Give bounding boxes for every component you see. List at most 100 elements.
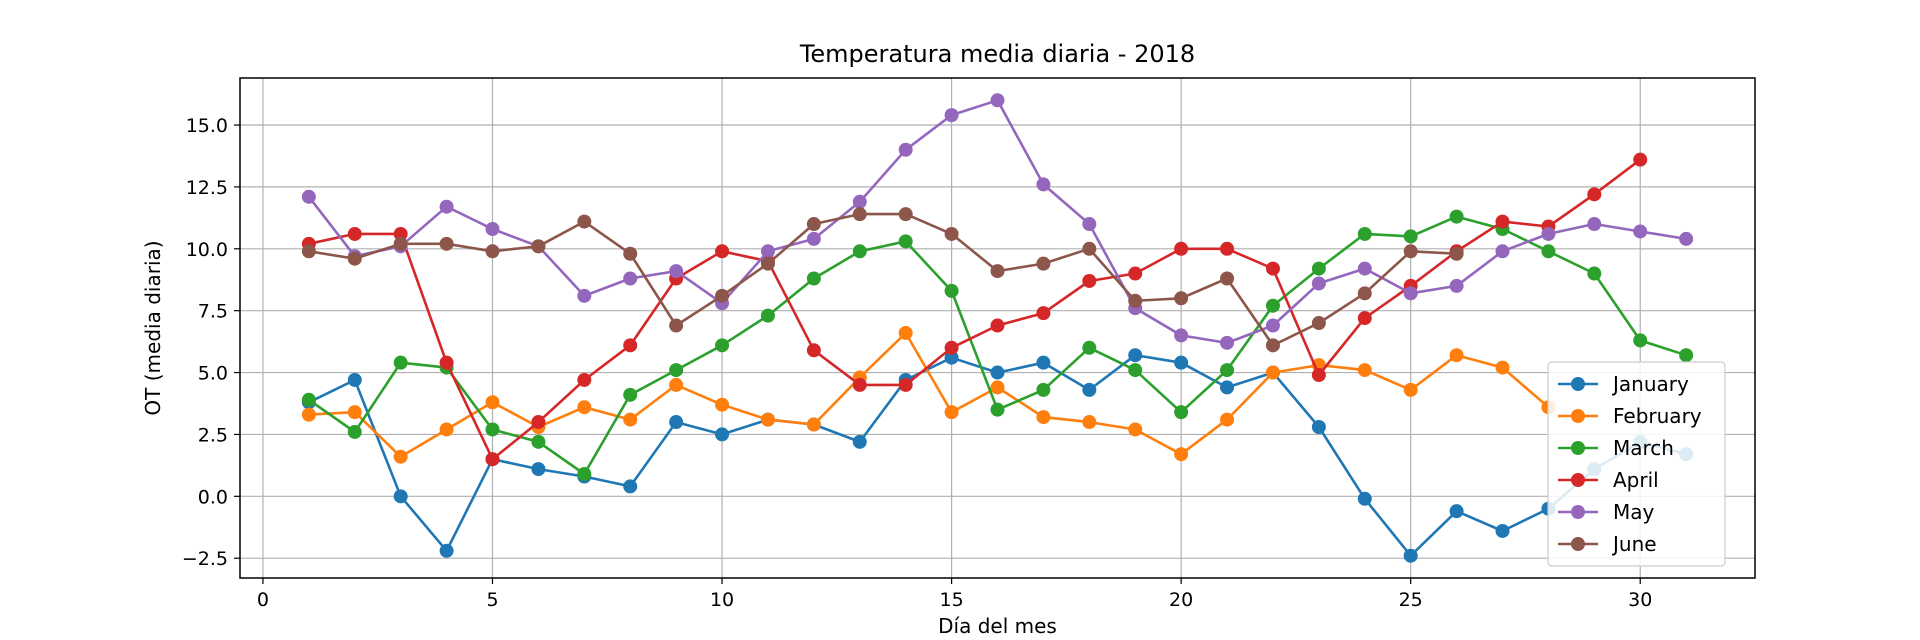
data-point-april [1174, 241, 1189, 256]
y-tick-label: −2.5 [182, 548, 228, 570]
data-point-february [898, 325, 913, 340]
series-january [301, 348, 1694, 563]
legend-label: April [1613, 468, 1659, 492]
series-june [301, 207, 1464, 353]
data-point-april [531, 415, 546, 430]
data-point-may [1587, 217, 1602, 232]
data-point-february [1449, 348, 1464, 363]
data-point-april [1495, 214, 1510, 229]
data-point-february [944, 405, 959, 420]
data-point-february [623, 412, 638, 427]
x-tick-label: 5 [486, 589, 498, 611]
data-point-january [393, 489, 408, 504]
data-point-march [1679, 348, 1694, 363]
legend-marker [1571, 441, 1585, 455]
data-point-june [1220, 271, 1235, 286]
data-point-february [669, 377, 684, 392]
data-point-april [944, 340, 959, 355]
data-point-april [1220, 241, 1235, 256]
data-point-june [898, 207, 913, 222]
series-line-june [308, 212, 1457, 347]
data-point-may [898, 142, 913, 157]
data-point-march [898, 234, 913, 249]
data-point-march [347, 424, 362, 439]
data-point-february [439, 422, 454, 437]
data-point-april [898, 377, 913, 392]
data-point-may [1541, 226, 1556, 241]
data-point-january [1495, 523, 1510, 538]
data-point-may [1174, 328, 1189, 343]
data-point-june [531, 239, 546, 254]
data-point-march [1174, 405, 1189, 420]
data-point-june [1036, 256, 1051, 271]
data-point-may [577, 288, 592, 303]
data-point-april [1357, 311, 1372, 326]
data-point-january [990, 365, 1005, 380]
legend-marker [1571, 537, 1585, 551]
data-point-february [347, 405, 362, 420]
data-point-april [439, 355, 454, 370]
y-tick-label: 15.0 [186, 115, 228, 137]
data-point-april [577, 372, 592, 387]
data-point-may [944, 108, 959, 123]
data-point-february [1174, 447, 1189, 462]
data-point-january [1449, 504, 1464, 519]
y-tick-label: 5.0 [198, 363, 228, 385]
legend-marker [1571, 505, 1585, 519]
data-point-may [1495, 244, 1510, 259]
data-point-april [1587, 187, 1602, 202]
data-point-june [1265, 338, 1280, 353]
data-point-january [1220, 380, 1235, 395]
data-point-march [1036, 382, 1051, 397]
series-line-march [308, 215, 1687, 476]
legend-box [1547, 361, 1726, 567]
legend-label: January [1611, 372, 1689, 396]
legend-item-june: June [1558, 532, 1657, 556]
data-point-may [1220, 335, 1235, 350]
data-point-april [393, 226, 408, 241]
data-point-june [485, 244, 500, 259]
data-point-march [944, 283, 959, 298]
legend-label: February [1613, 404, 1702, 428]
data-point-april [990, 318, 1005, 333]
y-tick-label: 12.5 [186, 177, 228, 199]
data-point-may [760, 244, 775, 259]
data-point-june [715, 288, 730, 303]
data-point-february [1357, 363, 1372, 378]
y-tick-label: 7.5 [198, 301, 228, 323]
data-point-may [852, 194, 867, 209]
data-point-may [1082, 217, 1097, 232]
legend-label: March [1613, 436, 1674, 460]
x-tick-label: 15 [939, 589, 963, 611]
data-point-february [393, 449, 408, 464]
legend-marker [1571, 377, 1585, 391]
data-point-june [439, 236, 454, 251]
data-point-june [393, 236, 408, 251]
data-point-march [393, 355, 408, 370]
data-point-february [715, 397, 730, 412]
data-point-june [577, 214, 592, 229]
legend-marker [1571, 473, 1585, 487]
data-point-march [669, 363, 684, 378]
data-point-june [1403, 244, 1418, 259]
data-point-march [1541, 244, 1556, 259]
series-april [301, 152, 1648, 467]
legend-marker [1571, 409, 1585, 423]
data-point-april [1036, 306, 1051, 321]
series-may [301, 93, 1694, 350]
data-point-april [715, 244, 730, 259]
data-point-june [1174, 291, 1189, 306]
data-point-february [301, 407, 316, 422]
data-point-march [1220, 363, 1235, 378]
legend-label: May [1613, 500, 1655, 524]
data-point-april [347, 226, 362, 241]
data-point-january [531, 462, 546, 477]
data-point-june [623, 246, 638, 261]
x-tick-label: 0 [257, 589, 269, 611]
data-point-may [669, 264, 684, 279]
data-point-march [852, 244, 867, 259]
legend: January February March April May June [1547, 361, 1726, 567]
data-point-may [485, 221, 500, 236]
data-point-january [1357, 491, 1372, 506]
